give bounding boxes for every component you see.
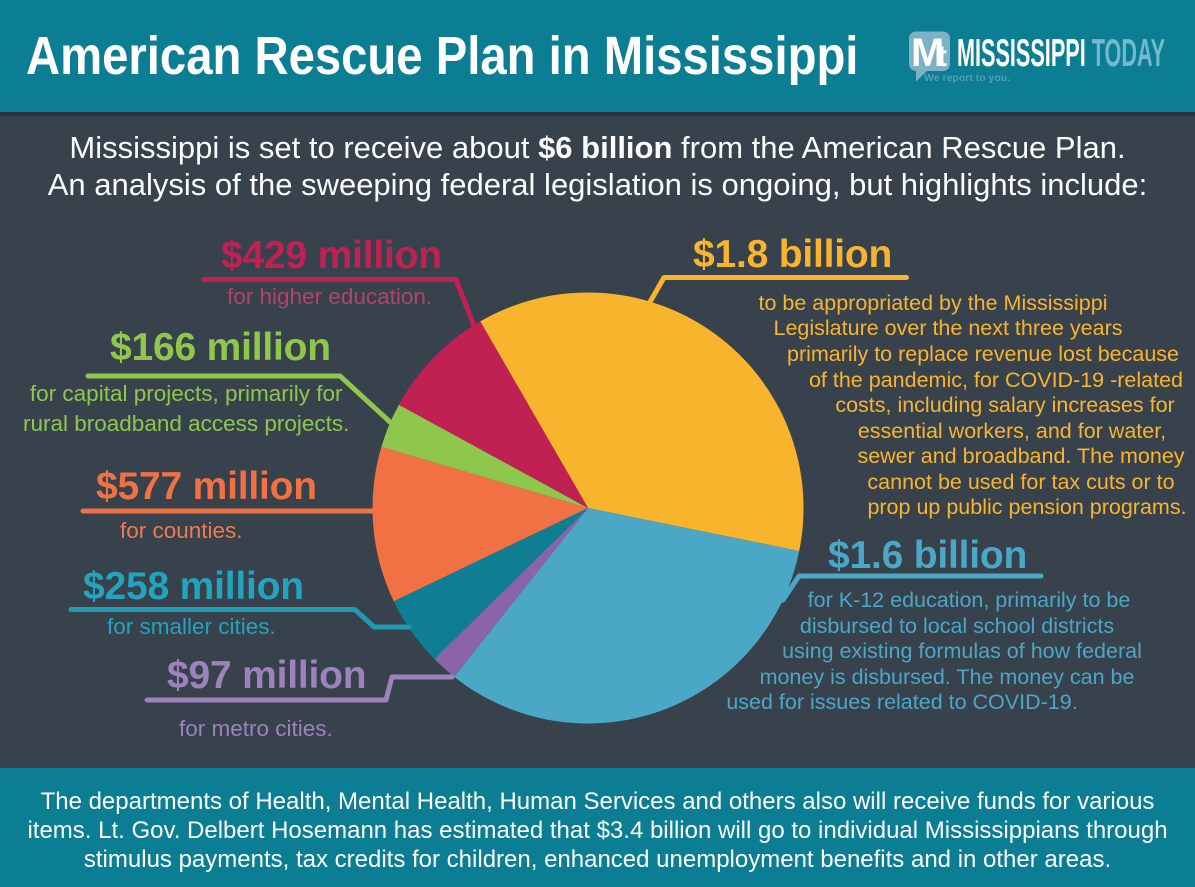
svg-text:t: t: [937, 40, 947, 73]
svg-text:M: M: [911, 31, 944, 75]
